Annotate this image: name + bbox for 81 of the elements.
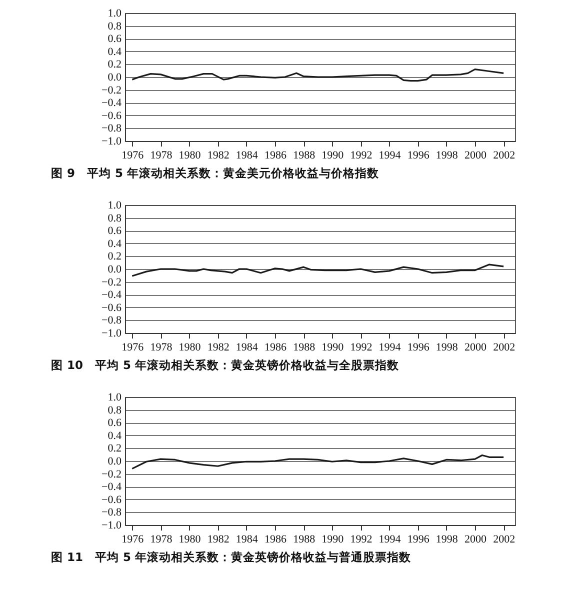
x-tick-label: 1992 (350, 150, 372, 162)
line-series (131, 68, 504, 82)
x-tick-label: 1988 (293, 534, 316, 546)
x-tick-label: 1984 (236, 534, 258, 546)
x-tick-label: 2002 (493, 534, 516, 546)
x-tick-label: 1984 (236, 150, 258, 162)
x-tick-label: 2002 (493, 342, 516, 354)
x-tick-label: 1998 (436, 342, 458, 354)
line-series (131, 264, 504, 277)
x-tick-label: 1986 (264, 342, 287, 354)
x-tick-label: 2000 (464, 150, 487, 162)
x-tick-label: 1978 (150, 150, 173, 162)
x-tick-label: 1994 (378, 150, 402, 162)
x-tick-label: 1998 (436, 534, 458, 546)
x-tick-label: 1978 (150, 342, 173, 354)
text: 图 11 平均 5 年滚动相关系数：黄金英镑价格收益与普通股票指数 (51, 550, 412, 564)
y-tick-label: −0.6 (102, 302, 122, 314)
y-tick-label: −0.2 (102, 276, 122, 288)
y-tick-label: −0.4 (102, 289, 122, 302)
x-tick-label: 1990 (322, 534, 344, 546)
y-tick-label: 0.4 (108, 238, 122, 250)
x-tick-label: 1990 (322, 150, 344, 162)
y-tick-label: 0.8 (108, 404, 122, 416)
y-tick-label: −0.8 (102, 122, 122, 135)
y-tick-label: −1.0 (102, 520, 122, 532)
y-tick-label: −0.2 (102, 468, 122, 480)
x-tick-label: 1982 (207, 534, 230, 546)
y-tick-label: −0.6 (102, 494, 122, 506)
x-tick-label: 1988 (293, 342, 316, 354)
y-tick-label: −0.4 (102, 97, 122, 110)
y-tick-label: −0.4 (102, 481, 122, 494)
y-tick-label: 1.0 (108, 8, 122, 20)
y-tick-label: 0.0 (108, 456, 122, 468)
y-tick-label: −0.8 (102, 506, 122, 519)
x-tick-label: 1976 (122, 342, 144, 354)
x-tick-label: 1992 (350, 534, 372, 546)
x-tick-label: 1994 (378, 342, 402, 354)
y-tick-label: 1.0 (108, 392, 122, 404)
x-tick-label: 1996 (407, 150, 430, 162)
y-tick-label: −0.8 (102, 314, 122, 327)
y-tick-label: 0.6 (108, 417, 122, 430)
y-tick-label: 0.2 (108, 58, 122, 71)
y-tick-label: 0.0 (108, 264, 122, 276)
x-tick-label: 1982 (207, 150, 230, 162)
x-tick-label: 1992 (350, 342, 372, 354)
x-tick-label: 1978 (150, 534, 173, 546)
y-tick-label: −1.0 (102, 328, 122, 340)
x-tick-label: 1998 (436, 150, 458, 162)
x-tick-label: 1980 (178, 342, 202, 354)
x-tick-label: 1984 (236, 342, 258, 354)
text: 图 10 平均 5 年滚动相关系数：黄金英镑价格收益与全股票指数 (51, 358, 400, 372)
x-tick-label: 2000 (464, 342, 487, 354)
x-tick-label: 1996 (407, 534, 430, 546)
y-tick-label: −0.6 (102, 110, 122, 122)
x-tick-label: 1988 (293, 150, 316, 162)
text: 图 9 平均 5 年滚动相关系数：黄金美元价格收益与价格指数 (51, 166, 380, 180)
y-tick-label: 0.8 (108, 20, 122, 32)
y-tick-label: 0.4 (108, 430, 122, 442)
x-tick-label: 1976 (122, 150, 144, 162)
x-tick-label: 1980 (178, 150, 202, 162)
x-tick-label: 1982 (207, 342, 230, 354)
y-tick-label: −1.0 (102, 136, 122, 148)
x-tick-label: 1980 (178, 534, 202, 546)
y-tick-label: 0.0 (108, 72, 122, 84)
x-tick-label: 1986 (264, 150, 287, 162)
y-tick-label: −0.2 (102, 84, 122, 96)
y-tick-label: 1.0 (108, 200, 122, 212)
x-tick-label: 1994 (378, 534, 402, 546)
x-tick-label: 1996 (407, 342, 430, 354)
line-series (131, 454, 504, 470)
x-tick-label: 1986 (264, 534, 287, 546)
y-tick-label: 0.8 (108, 212, 122, 224)
x-tick-label: 2000 (464, 534, 487, 546)
x-tick-label: 1990 (322, 342, 344, 354)
y-tick-label: 0.6 (108, 225, 122, 238)
x-tick-label: 2002 (493, 150, 516, 162)
y-tick-label: 0.6 (108, 33, 122, 46)
x-tick-label: 1976 (122, 534, 144, 546)
y-tick-label: 0.2 (108, 250, 122, 263)
y-tick-label: 0.2 (108, 442, 122, 455)
y-tick-label: 0.4 (108, 46, 122, 58)
